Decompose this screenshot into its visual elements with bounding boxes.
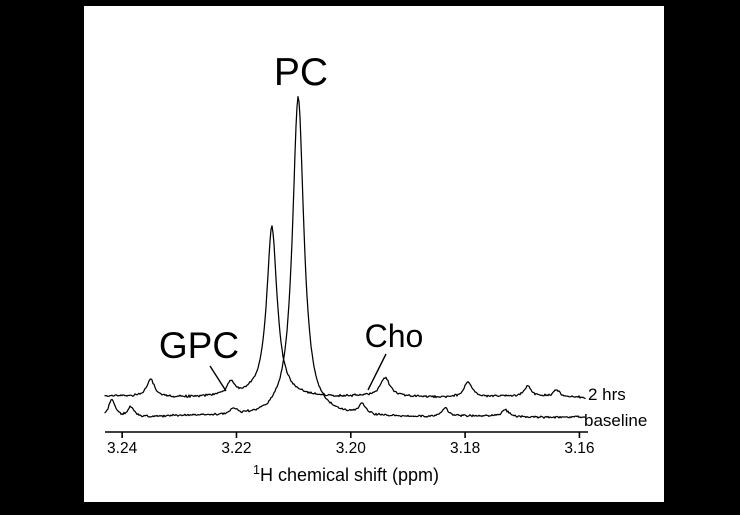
plot-area (84, 6, 664, 502)
x-tick-label: 3.16 (564, 440, 594, 457)
x-tick-label: 3.20 (336, 440, 367, 457)
x-axis-ticks: 3.24 3.22 3.20 3.18 3.16 (107, 432, 595, 457)
peak-label-pc: PC (274, 51, 328, 94)
trace-baseline (104, 96, 586, 419)
cho-pointer-line (367, 353, 387, 391)
spectra-traces (104, 96, 586, 419)
trace-2-hrs (104, 225, 586, 400)
peak-label-cho: Cho (365, 318, 424, 354)
x-axis-title: 1H chemical shift (ppm) (253, 463, 439, 485)
x-tick-label: 3.18 (450, 440, 480, 457)
trace-label-2hrs: 2 hrs (588, 385, 626, 404)
gpc-pointer-line (209, 365, 227, 392)
trace-label-baseline: baseline (584, 411, 647, 430)
x-tick-label: 3.24 (107, 440, 138, 457)
x-axis-title-superscript: 1 (253, 463, 260, 477)
x-axis-title-text: H chemical shift (ppm) (260, 465, 439, 485)
peak-label-gpc: GPC (159, 325, 239, 366)
x-tick-label: 3.22 (221, 440, 251, 457)
